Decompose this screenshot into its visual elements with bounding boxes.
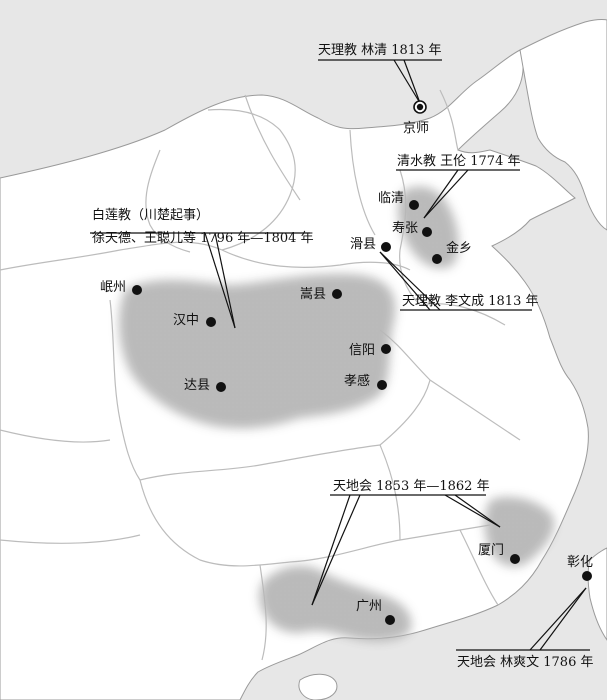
city-label-hanzhong: 汉中 [173, 313, 199, 328]
city-label-daxian: 达县 [184, 378, 210, 393]
city-dot-shouzhang [422, 227, 432, 237]
city-dot-xiaogan [377, 380, 387, 390]
city-labels: 京师 临清 寿张 滑县 金乡 岷州 汉中 嵩县 信阳 达县 孝感 厦门 广州 彰… [100, 121, 593, 614]
city-label-shouzhang: 寿张 [392, 221, 418, 236]
callout-pointer-qingshui [423, 169, 459, 219]
hainan-island [298, 673, 338, 700]
city-dot-xinyang [381, 344, 391, 354]
callout-lines [90, 59, 590, 651]
city-label-zhanghua: 彰化 [567, 554, 593, 570]
region-bailian [119, 273, 396, 429]
city-label-minzhou: 岷州 [100, 280, 126, 295]
city-label-guangzhou: 广州 [356, 599, 382, 614]
city-dot-guangzhou [385, 615, 395, 625]
city-label-xiaogan: 孝感 [344, 373, 370, 389]
region-tiandihui-fujian [484, 496, 555, 567]
capital-marker-jingshi [413, 100, 427, 114]
city-dot-hanzhong [206, 317, 216, 327]
city-label-songxian: 嵩县 [300, 287, 326, 302]
annotation-tiandihui-1786: 天地会 林爽文 1786 年 [457, 655, 593, 670]
annotation-qingshui: 清水教 王伦 1774 年 [397, 153, 520, 169]
northeast-landmass [519, 19, 607, 231]
city-dot-huaxian [381, 242, 391, 252]
callout-pointer-tiandihui-1853-b [444, 494, 501, 528]
region-tiandihui-guangdong [259, 565, 412, 642]
city-label-jingshi: 京师 [403, 121, 429, 136]
city-dot-daxian [216, 382, 226, 392]
city-markers [132, 100, 592, 625]
annotation-tianli-liwencheng: 天理教 李文成 1813 年 [402, 293, 538, 309]
city-dot-xiamen [510, 554, 520, 564]
city-dot-linqing [409, 200, 419, 210]
province-borders [0, 89, 521, 661]
city-label-xinyang: 信阳 [349, 343, 375, 358]
city-label-xiamen: 厦门 [478, 543, 504, 558]
callout-pointer-tiandihui-1853-a [311, 494, 351, 606]
city-label-jinxiang: 金乡 [446, 240, 472, 256]
annotation-tianli-linqing: 天理教 林清 1813 年 [318, 42, 441, 58]
annotation-labels: 天理教 林清 1813 年 清水教 王伦 1774 年 白莲教（川楚起事） 徐天… [92, 42, 593, 670]
callout-pointer-tiandihui-1786 [529, 587, 587, 651]
annotation-bailian-line2: 徐天德、王聪儿等 1796 年—1804 年 [92, 230, 314, 246]
city-dot-zhanghua [582, 571, 592, 581]
annotation-tiandihui-1853: 天地会 1853 年—1862 年 [333, 479, 490, 494]
city-dot-jinxiang [432, 254, 442, 264]
city-dot-minzhou [132, 285, 142, 295]
city-label-huaxian: 滑县 [350, 237, 376, 252]
city-label-linqing: 临清 [378, 191, 404, 206]
callout-pointer-tianli-linqing [393, 59, 421, 104]
city-dot-songxian [332, 289, 342, 299]
callout-pointer-tianli-liwencheng [379, 251, 431, 311]
callout-pointer-bailian [204, 232, 236, 329]
annotation-bailian-line1: 白莲教（川楚起事） [92, 207, 209, 223]
